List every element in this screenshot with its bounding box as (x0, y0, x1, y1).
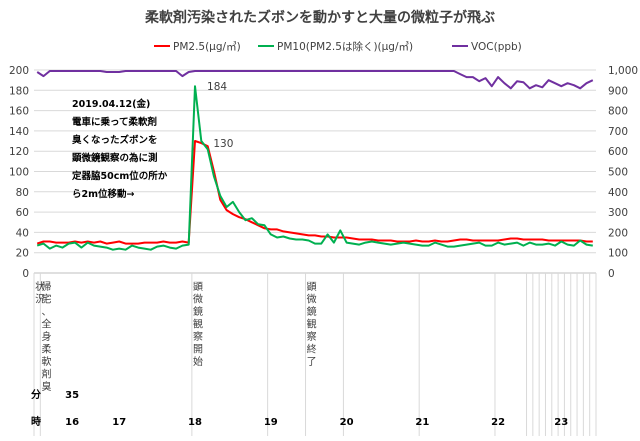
y-right-tick-label: 100 (608, 248, 628, 260)
y-left-tick-label: 80 (16, 187, 29, 199)
annotation-line-4: 顕微鏡観察の為に測 (72, 152, 158, 164)
annotation-line-5: 定器脇50cm位の所か (71, 170, 168, 182)
y-left-tick-label: 200 (9, 65, 29, 77)
hour-label: 21 (415, 417, 429, 428)
status-label-char: 微 (193, 293, 203, 306)
status-label-char: 顕 (307, 281, 317, 293)
hour-label: 20 (340, 417, 354, 428)
y-axis-right: 0 100 200 300 400 500 600 700 800 900 1,000 (608, 65, 638, 280)
status-label-char: 鏡 (307, 305, 317, 318)
annotation-line-6: ら2m位移動→ (72, 188, 135, 200)
hour-label: 19 (264, 417, 278, 428)
status-label-char: 軟 (41, 355, 51, 368)
hour-label: 16 (65, 417, 79, 428)
legend: PM2.5(μg/㎥) PM10(PM2.5は除く)(μg/㎥) VOC(ppb… (154, 40, 522, 53)
annotation-line-2: 電車に乗って柔軟剤 (72, 116, 157, 128)
y-right-tick-label: 700 (608, 126, 628, 138)
y-right-tick-label: 1,000 (608, 65, 638, 77)
status-label-char: 全 (41, 318, 51, 331)
status-label-char: 了 (307, 356, 317, 368)
legend-label-pm10: PM10(PM2.5は除く)(μg/㎥) (277, 40, 413, 53)
status-label-char: 始 (193, 355, 203, 368)
y-left-tick-label: 60 (16, 207, 29, 219)
data-labels: 184 130 (207, 81, 233, 150)
status-label-char: 状 (35, 280, 45, 293)
status-label-char: 終 (307, 343, 317, 356)
hour-label: 17 (112, 417, 126, 428)
status-label-char: 臭 (41, 380, 51, 393)
annotation-line-1: 2019.04.12(金) (72, 98, 150, 110)
y-left-tick-label: 0 (22, 268, 29, 280)
annotation-box: 2019.04.12(金) 電車に乗って柔軟剤 臭くなったズボンを 顕微鏡観察の… (71, 98, 168, 200)
y-right-tick-label: 600 (608, 146, 628, 158)
hour-label: 22 (491, 417, 505, 428)
status-label-char: 察 (307, 330, 317, 343)
series-lines (36, 70, 594, 251)
y-left-tick-label: 160 (9, 106, 29, 118)
y-left-tick-label: 120 (9, 146, 29, 158)
minute-row-label: 分 (31, 388, 41, 401)
status-label-char: 柔 (41, 344, 51, 356)
hour-label: 18 (188, 417, 202, 428)
y-left-tick-label: 100 (9, 167, 29, 179)
series-line-voc (36, 70, 594, 90)
y-right-tick-label: 900 (608, 85, 628, 97)
status-label-char: 況 (35, 294, 45, 306)
status-label-char: 観 (193, 318, 203, 331)
hour-label: 23 (554, 417, 568, 428)
status-label-char: 観 (307, 318, 317, 331)
y-right-tick-label: 400 (608, 187, 628, 199)
status-label-char: 顕 (193, 281, 203, 293)
status-label-char: 微 (307, 293, 317, 306)
y-axis-left: 0 20 40 60 80 100 120 140 160 180 200 (9, 65, 29, 280)
y-right-tick-label: 800 (608, 106, 628, 118)
status-label-char: 剤 (41, 368, 51, 381)
annotation-line-3: 臭くなったズボンを (72, 134, 158, 146)
status-label-char: 帰 (41, 280, 51, 293)
status-label-char: 察 (193, 330, 203, 343)
legend-label-pm25: PM2.5(μg/㎥) (173, 40, 241, 53)
y-right-tick-label: 500 (608, 167, 628, 179)
status-label-char: 鏡 (193, 305, 203, 318)
y-left-tick-label: 180 (9, 85, 29, 97)
data-label: 130 (213, 138, 233, 150)
status-label-char: 宅 (41, 293, 51, 306)
hour-row-label: 時 (31, 415, 41, 428)
series-line-pm10 (36, 85, 593, 251)
status-label-char: 、 (41, 307, 51, 318)
series-line-pm25 (36, 140, 593, 245)
status-label-char: 身 (41, 330, 51, 343)
minute-label: 35 (65, 390, 79, 401)
y-right-tick-label: 300 (608, 207, 628, 219)
chart-title: 柔軟剤汚染されたズボンを動かすと大量の微粒子が飛ぶ (144, 9, 495, 26)
y-right-tick-label: 200 (608, 227, 628, 239)
y-left-tick-label: 140 (9, 126, 29, 138)
y-left-tick-label: 20 (16, 248, 29, 260)
data-label: 184 (207, 81, 227, 93)
y-left-tick-label: 40 (16, 227, 29, 239)
status-label-char: 開 (193, 344, 203, 356)
y-right-tick-label: 0 (608, 268, 615, 280)
legend-label-voc: VOC(ppb) (471, 41, 522, 53)
